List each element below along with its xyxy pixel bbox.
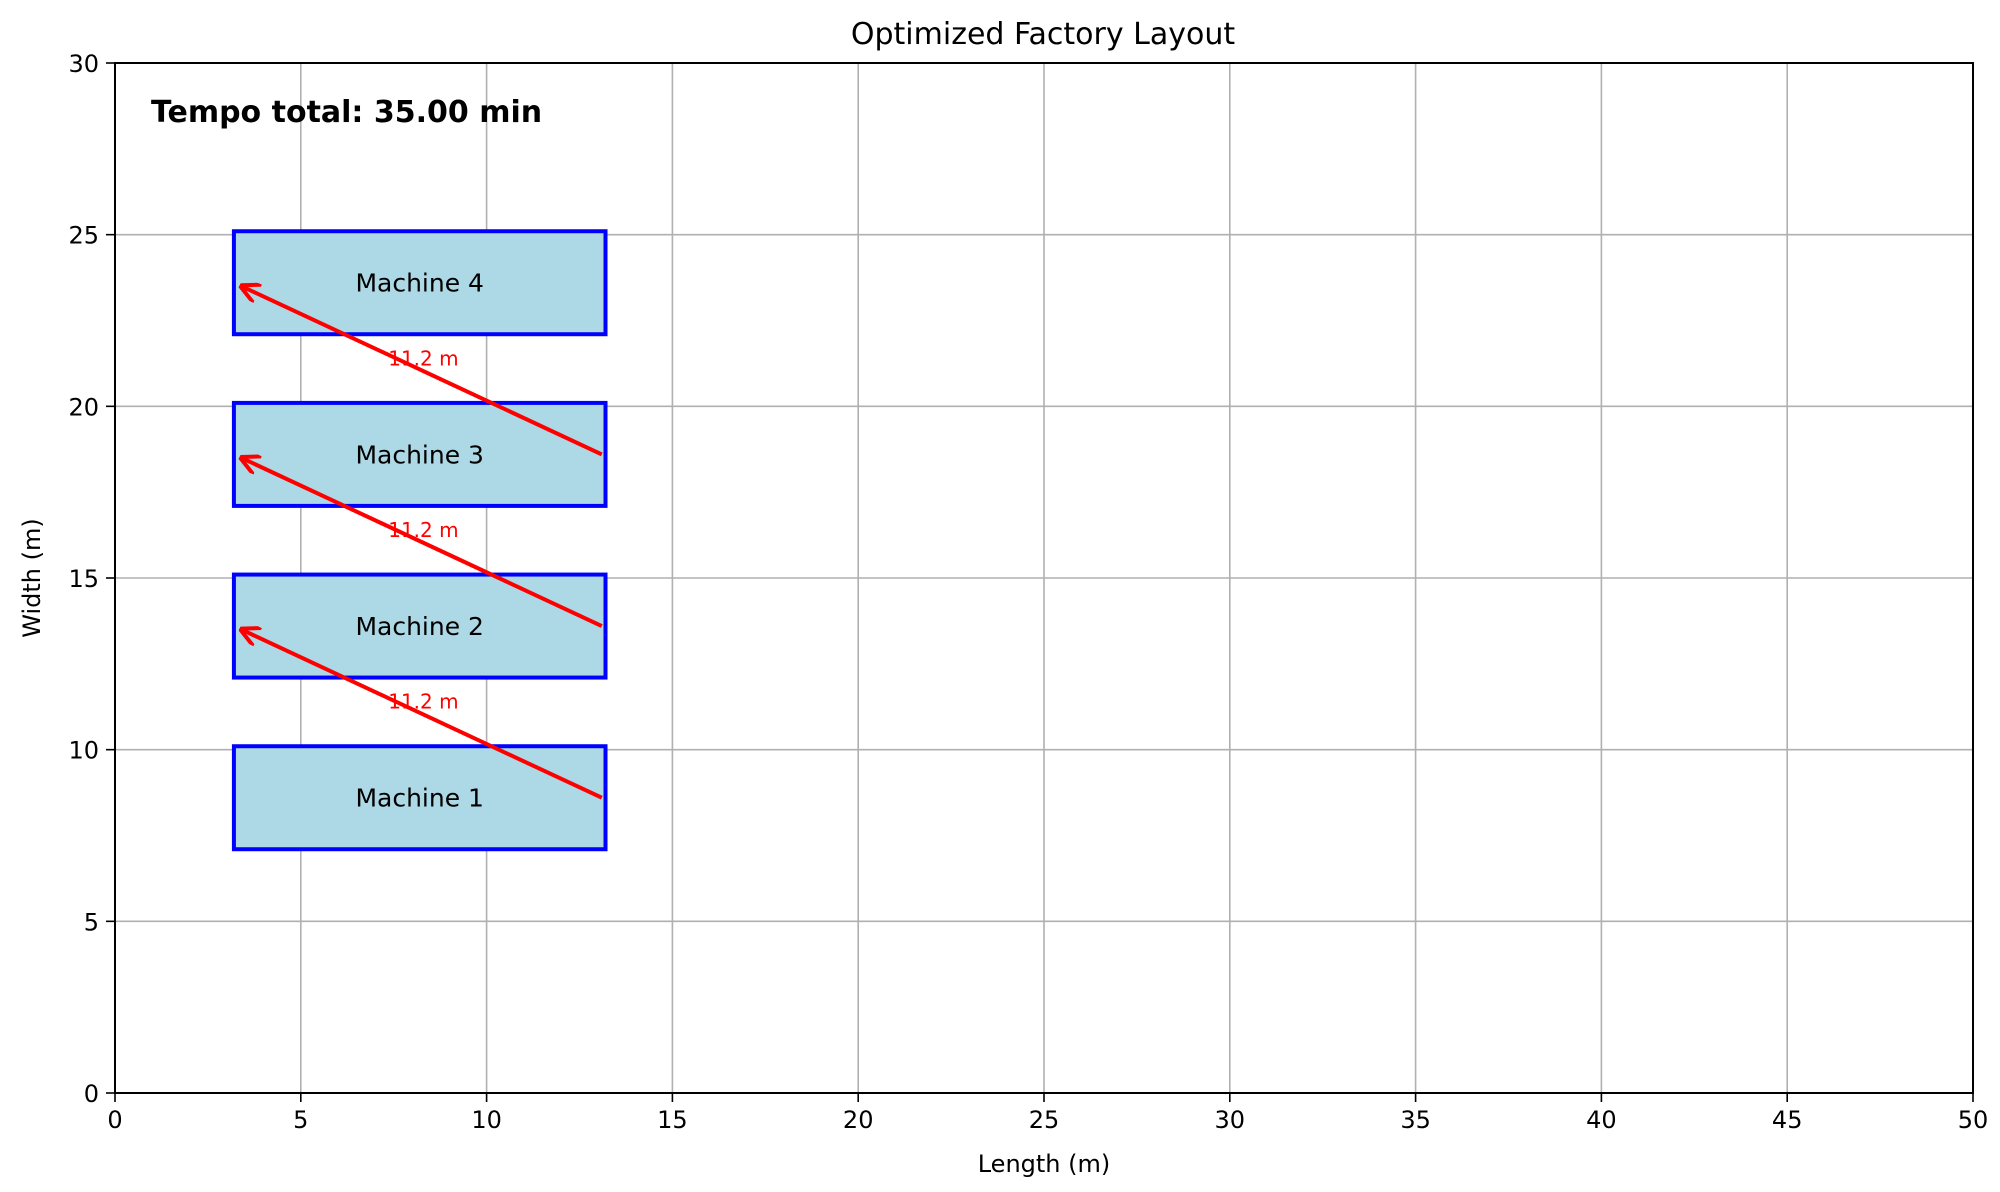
y-tick-label: 15 xyxy=(68,565,99,593)
x-tick-label: 35 xyxy=(1400,1106,1431,1134)
machine-label: Machine 3 xyxy=(355,440,484,469)
x-tick-label: 45 xyxy=(1772,1106,1803,1134)
total-time-annotation: Tempo total: 35.00 min xyxy=(151,95,542,130)
machine-box xyxy=(231,229,608,337)
y-tick-label: 20 xyxy=(68,393,99,421)
flow-arrow xyxy=(241,458,603,628)
flow-distance-label: 11.2 m xyxy=(388,518,458,542)
machine-box xyxy=(231,744,608,852)
machine-label: Machine 1 xyxy=(355,784,484,813)
machines: Machine 1 Machine 2 Machine 3 Machine 4 xyxy=(231,229,608,852)
y-tick-label: 30 xyxy=(68,50,99,78)
y-axis-label: Width (m) xyxy=(18,518,46,637)
y-tick-label: 5 xyxy=(84,908,99,936)
x-tick-label: 50 xyxy=(1958,1106,1989,1134)
x-tick-label: 30 xyxy=(1215,1106,1246,1134)
y-tick-label: 0 xyxy=(84,1080,99,1108)
x-tick-label: 10 xyxy=(471,1106,502,1134)
y-tick-label: 10 xyxy=(68,737,99,765)
y-tick-label: 25 xyxy=(68,222,99,250)
machine-box xyxy=(231,572,608,680)
machine-label: Machine 2 xyxy=(355,612,484,641)
flow-distance-label: 11.2 m xyxy=(388,690,458,714)
machine-box xyxy=(231,400,608,508)
x-tick-label: 40 xyxy=(1586,1106,1617,1134)
x-tick-label: 0 xyxy=(107,1106,122,1134)
ticks: 0 5 10 15 20 25 30 35 40 45 50 0 5 10 15 20 25 30 xyxy=(68,50,1988,1134)
machine-label: Machine 4 xyxy=(355,269,484,298)
flow-arrow xyxy=(241,286,603,457)
flow-distance-label: 11.2 m xyxy=(388,346,458,370)
x-tick-label: 25 xyxy=(1029,1106,1060,1134)
x-axis-label: Length (m) xyxy=(978,1150,1111,1178)
chart-title: Optimized Factory Layout xyxy=(851,17,1235,52)
flow-arrow xyxy=(241,630,603,800)
x-tick-label: 15 xyxy=(657,1106,688,1134)
x-tick-label: 5 xyxy=(293,1106,308,1134)
x-tick-label: 20 xyxy=(843,1106,874,1134)
flows: 11.2 m 11.2 m 11.2 m xyxy=(241,286,603,800)
